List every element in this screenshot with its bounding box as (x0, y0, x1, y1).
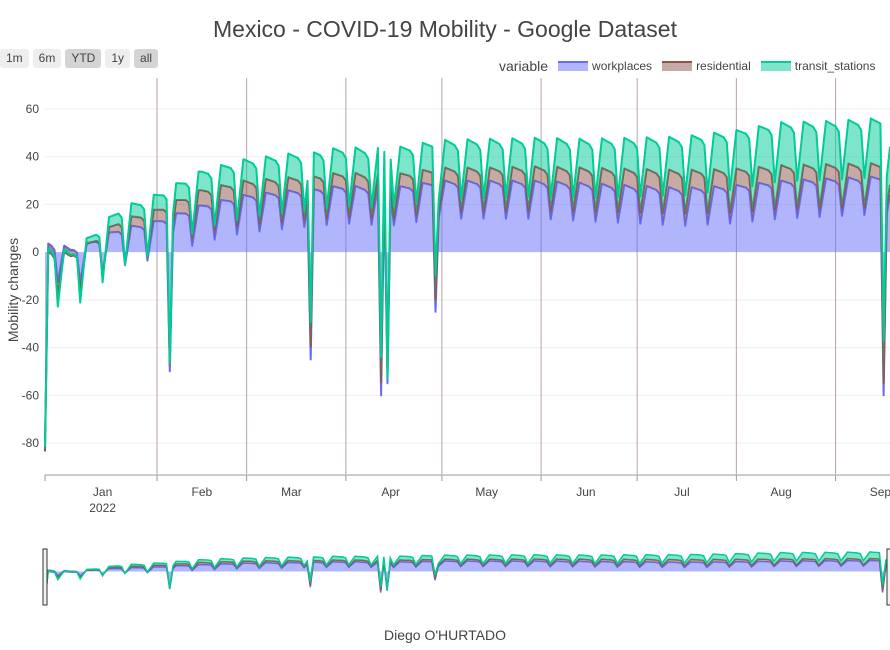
legend-label-residential: residential (696, 59, 751, 73)
y-tick-label: -60 (22, 388, 40, 402)
y-tick-label: 60 (26, 102, 40, 116)
y-tick-label: 0 (32, 245, 39, 259)
area-workplaces[interactable] (45, 176, 890, 443)
x-tick-label: Mar (281, 485, 302, 499)
slider-area-transit-stations (45, 551, 889, 601)
legend-swatch-residential (662, 61, 693, 71)
legend-title: variable (499, 58, 549, 74)
line-transit-stations[interactable] (44, 117, 890, 448)
slider-area-workplaces (45, 560, 889, 600)
legend-item-residential[interactable]: residential (662, 59, 751, 73)
x-tick-label: May (475, 485, 498, 499)
range-button-1m[interactable]: 1m (0, 49, 29, 68)
x-tick-label: Feb (191, 485, 212, 499)
x-tick-label: Aug (770, 485, 791, 499)
x-tick-sublabel: 2022 (89, 501, 116, 515)
legend-label-workplaces: workplaces (592, 59, 653, 73)
y-tick-label: 40 (26, 150, 40, 164)
range-slider[interactable] (42, 548, 890, 606)
range-button-1y[interactable]: 1y (105, 49, 131, 68)
legend-swatch-transit-stations (760, 61, 791, 71)
range-slider-handle-left[interactable] (42, 548, 48, 606)
x-tick-label: Apr (381, 485, 400, 499)
y-tick-label: -40 (22, 341, 40, 355)
x-axis-title: Diego O'HURTADO (384, 627, 506, 643)
slider-line-transit-stations (44, 551, 890, 601)
x-tick-label: Jun (576, 485, 595, 499)
range-button-ytd[interactable]: YTD (65, 49, 102, 68)
range-button-all[interactable]: all (134, 49, 159, 68)
y-tick-label: -80 (22, 436, 40, 450)
chart-title: Mexico - COVID-19 Mobility - Google Data… (213, 16, 677, 42)
range-button-6m[interactable]: 6m (32, 49, 62, 68)
legend: variable workplaces residential transit_… (499, 58, 885, 74)
x-tick-label: Jul (674, 485, 689, 499)
legend-swatch-workplaces (558, 61, 589, 71)
range-slider-handle-right[interactable] (886, 548, 890, 606)
area-transit-stations[interactable] (45, 118, 890, 452)
series-areas (44, 117, 890, 452)
y-axis: -80 -60 -40 -20 0 20 40 60 (22, 102, 40, 450)
y-tick-label: -20 (22, 293, 40, 307)
y-tick-label: 20 (26, 197, 40, 211)
x-tick-label: Sep (870, 485, 890, 499)
range-selector: 1m 6m YTD 1y all (0, 49, 159, 68)
legend-item-transit-stations[interactable]: transit_stations (760, 59, 876, 73)
x-tick-label: Jan (93, 485, 112, 499)
legend-item-workplaces[interactable]: workplaces (558, 59, 652, 73)
legend-label-transit-stations: transit_stations (794, 59, 876, 73)
x-axis: Jan 2022 Feb Mar Apr May Jun Jul Aug Sep (44, 474, 890, 515)
